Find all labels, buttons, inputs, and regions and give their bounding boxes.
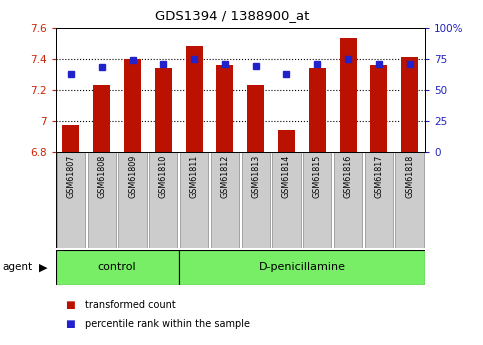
Bar xyxy=(185,46,202,152)
Bar xyxy=(56,250,179,285)
Text: GSM61813: GSM61813 xyxy=(251,155,260,198)
Bar xyxy=(247,85,264,152)
Text: GSM61809: GSM61809 xyxy=(128,155,137,198)
Bar xyxy=(370,65,387,152)
Bar xyxy=(242,152,270,248)
Text: percentile rank within the sample: percentile rank within the sample xyxy=(85,319,250,329)
Bar xyxy=(396,152,424,248)
Text: GSM61807: GSM61807 xyxy=(67,155,75,198)
Bar xyxy=(278,130,295,152)
Bar xyxy=(309,68,326,152)
Text: GSM61815: GSM61815 xyxy=(313,155,322,198)
Text: GSM61808: GSM61808 xyxy=(97,155,106,198)
Text: ▶: ▶ xyxy=(39,263,47,272)
Text: GDS1394 / 1388900_at: GDS1394 / 1388900_at xyxy=(155,9,309,22)
Bar xyxy=(57,152,85,248)
Bar xyxy=(155,68,172,152)
Bar xyxy=(93,85,110,152)
Text: GSM61814: GSM61814 xyxy=(282,155,291,198)
Text: transformed count: transformed count xyxy=(85,300,175,310)
Bar xyxy=(272,152,300,248)
Bar xyxy=(179,250,425,285)
Bar xyxy=(149,152,177,248)
Bar xyxy=(365,152,393,248)
Bar xyxy=(216,65,233,152)
Text: control: control xyxy=(98,263,136,272)
Text: GSM61818: GSM61818 xyxy=(405,155,414,198)
Bar xyxy=(211,152,239,248)
Bar xyxy=(62,125,79,152)
Text: GSM61810: GSM61810 xyxy=(159,155,168,198)
Text: D-penicillamine: D-penicillamine xyxy=(258,263,345,272)
Text: ■: ■ xyxy=(65,300,75,310)
Text: ■: ■ xyxy=(65,319,75,329)
Text: agent: agent xyxy=(2,263,32,272)
Text: GSM61817: GSM61817 xyxy=(374,155,384,198)
Bar xyxy=(118,152,147,248)
Bar xyxy=(87,152,116,248)
Bar xyxy=(401,57,418,152)
Text: GSM61812: GSM61812 xyxy=(220,155,229,198)
Bar xyxy=(124,59,141,152)
Text: GSM61811: GSM61811 xyxy=(190,155,199,198)
Bar xyxy=(334,152,362,248)
Bar xyxy=(180,152,208,248)
Text: GSM61816: GSM61816 xyxy=(343,155,353,198)
Bar xyxy=(340,38,356,152)
Bar xyxy=(303,152,331,248)
